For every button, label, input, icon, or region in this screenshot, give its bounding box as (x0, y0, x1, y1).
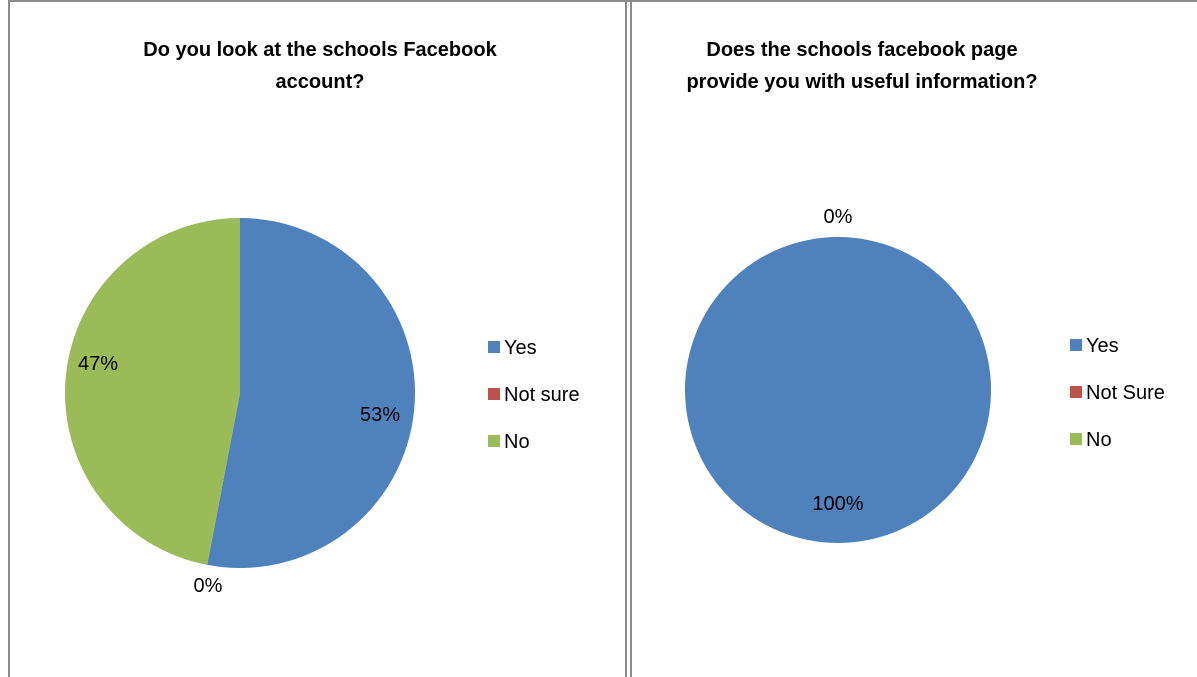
legend-swatch-yes (1070, 339, 1082, 351)
legend-swatch-not-sure (488, 388, 500, 400)
left-border (8, 0, 10, 677)
chart-title-line-1: Does the schools facebook page (706, 39, 1017, 61)
pie-slice-yes (685, 237, 991, 543)
chart-title-line-2: provide you with useful information? (686, 71, 1037, 93)
pie-slice-yes (207, 218, 415, 568)
pie-chart-facebook-usefulness: Does the schools facebook page provide y… (685, 39, 1165, 543)
data-label-no: 47% (78, 353, 118, 375)
pie-data-labels: 100% 0% (812, 206, 863, 515)
panel-divider (625, 0, 627, 677)
chart-panel-facebook-usefulness: Does the schools facebook page provide y… (632, 0, 1197, 677)
data-label-not-sure: 0% (194, 575, 223, 597)
panel-divider-inner (630, 0, 632, 677)
legend-label-yes: Yes (504, 337, 537, 359)
legend-label-not-sure: Not Sure (1086, 382, 1165, 404)
chart-title-line-2: account? (276, 71, 365, 93)
legend-swatch-no (488, 435, 500, 447)
legend-label-yes: Yes (1086, 335, 1119, 357)
data-label-yes: 100% (812, 493, 863, 515)
legend-label-no: No (504, 431, 530, 453)
pie-data-labels: 53% 0% 47% (78, 353, 400, 597)
chart-legend: Yes Not Sure No (1070, 335, 1165, 451)
pie-slices (685, 237, 991, 543)
chart-legend: Yes Not sure No (488, 337, 580, 453)
data-label-not-sure: 0% (824, 206, 853, 228)
legend-label-no: No (1086, 429, 1112, 451)
chart-title-line-1: Do you look at the schools Facebook (143, 39, 497, 61)
legend-label-not-sure: Not sure (504, 384, 580, 406)
pie-slice-no (64, 218, 240, 565)
pie-slices (64, 218, 415, 568)
top-border (8, 0, 1197, 2)
legend-swatch-not-sure (1070, 386, 1082, 398)
data-label-yes: 53% (360, 404, 400, 426)
legend-swatch-no (1070, 433, 1082, 445)
legend-swatch-yes (488, 341, 500, 353)
pie-chart-facebook-viewing: Do you look at the schools Facebook acco… (64, 39, 580, 597)
chart-panel-facebook-viewing: Do you look at the schools Facebook acco… (10, 0, 625, 677)
